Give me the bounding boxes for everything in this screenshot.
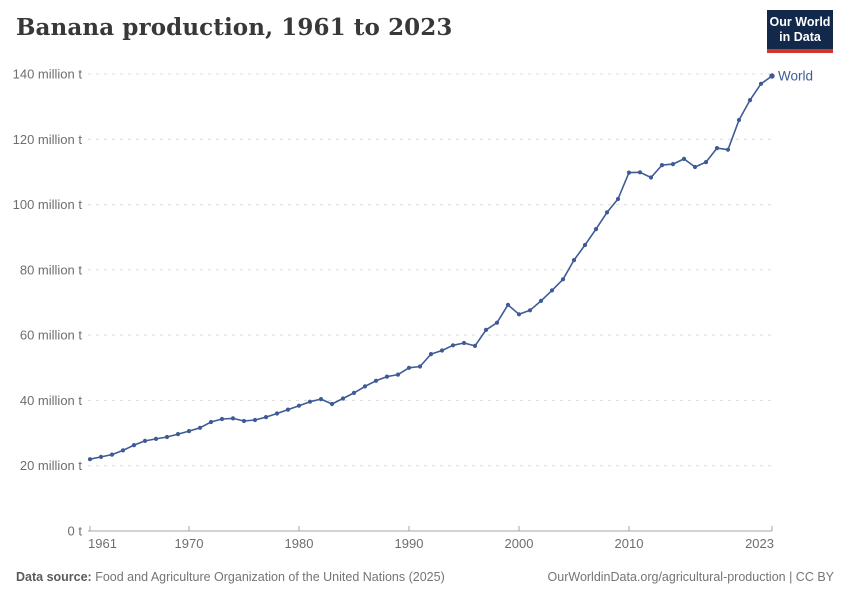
data-point[interactable] [637,170,643,175]
y-axis-label: 100 million t [13,197,83,212]
data-point[interactable] [329,401,335,407]
x-axis-label: 1970 [175,536,204,551]
data-point[interactable] [769,73,775,79]
data-point[interactable] [417,364,423,369]
data-point[interactable] [384,374,390,379]
data-point[interactable] [450,343,456,348]
data-point[interactable] [252,417,258,423]
data-point[interactable] [175,432,181,437]
data-point[interactable] [747,98,753,103]
data-point[interactable] [109,452,115,457]
data-point[interactable] [230,416,236,421]
data-point[interactable] [153,436,159,441]
data-point[interactable] [263,415,269,420]
data-point[interactable] [406,365,412,370]
x-axis-label: 1961 [88,536,117,551]
data-point[interactable] [505,302,511,307]
data-point[interactable] [362,384,368,389]
y-axis-label: 140 million t [13,67,83,82]
attribution-link[interactable]: OurWorldinData.org/agricultural-producti… [547,570,834,584]
data-point[interactable] [241,418,247,424]
y-axis-label: 80 million t [20,262,83,277]
data-point[interactable] [703,160,709,165]
data-point[interactable] [516,312,522,317]
data-point[interactable] [340,396,346,401]
data-point[interactable] [714,146,720,151]
x-axis-label: 2000 [505,536,534,551]
chart-footer: Data source: Food and Agriculture Organi… [16,566,834,588]
y-axis-label: 0 t [68,524,83,539]
data-point[interactable] [582,242,588,248]
data-point[interactable] [120,448,126,453]
data-point[interactable] [604,210,610,215]
data-point[interactable] [395,372,401,377]
data-source: Data source: Food and Agriculture Organi… [16,570,445,584]
data-point[interactable] [285,407,291,412]
data-point[interactable] [164,434,170,440]
data-point[interactable] [439,348,445,353]
data-point[interactable] [131,443,137,448]
data-point[interactable] [593,227,599,232]
data-point[interactable] [373,378,379,383]
data-point[interactable] [538,298,544,303]
chart-title: Banana production, 1961 to 2023 [16,14,453,41]
data-point[interactable] [527,308,533,313]
data-point[interactable] [307,399,313,404]
owid-logo-line1: Our World [769,15,831,29]
x-axis-label: 2010 [615,536,644,551]
data-point[interactable] [659,163,665,168]
data-point[interactable] [736,117,742,123]
data-point[interactable] [318,397,324,402]
x-axis-label: 2023 [745,536,774,551]
data-point[interactable] [692,164,698,170]
data-point[interactable] [428,352,434,357]
data-source-text: Food and Agriculture Organization of the… [95,570,445,584]
data-line-world[interactable] [89,75,773,460]
data-point[interactable] [549,288,555,293]
chart-canvas: 0 t 20 million t 40 million t 60 million t 8… [13,67,813,552]
data-point[interactable] [98,454,104,459]
data-point[interactable] [571,258,577,263]
data-point[interactable] [219,416,225,422]
y-axis-label: 40 million t [20,393,83,408]
data-point[interactable] [615,196,621,202]
data-source-label: Data source: [16,570,92,584]
owid-logo[interactable]: Our World in Data [767,10,833,53]
data-point[interactable] [494,320,500,325]
data-point[interactable] [461,340,467,346]
data-point[interactable] [483,327,489,332]
series-label-world[interactable]: World [778,69,813,84]
data-point[interactable] [648,175,654,180]
data-point[interactable] [274,411,280,416]
owid-logo-line2: in Data [779,30,821,44]
y-axis-label: 120 million t [13,132,83,147]
data-point[interactable] [351,390,357,395]
y-axis-label: 20 million t [20,458,83,473]
data-point[interactable] [296,403,302,408]
data-point[interactable] [725,147,731,152]
data-point[interactable] [670,162,676,167]
data-point[interactable] [758,81,764,86]
data-point[interactable] [208,419,214,425]
x-axis-label: 1990 [395,536,424,551]
y-axis-label: 60 million t [20,328,83,343]
data-point[interactable] [142,438,148,443]
x-axis-label: 1980 [285,536,314,551]
data-point[interactable] [560,277,566,282]
data-point[interactable] [681,156,687,161]
data-point[interactable] [626,170,632,175]
data-point[interactable] [87,457,93,462]
data-point[interactable] [186,429,192,434]
data-point[interactable] [472,343,478,348]
data-point[interactable] [197,425,203,430]
